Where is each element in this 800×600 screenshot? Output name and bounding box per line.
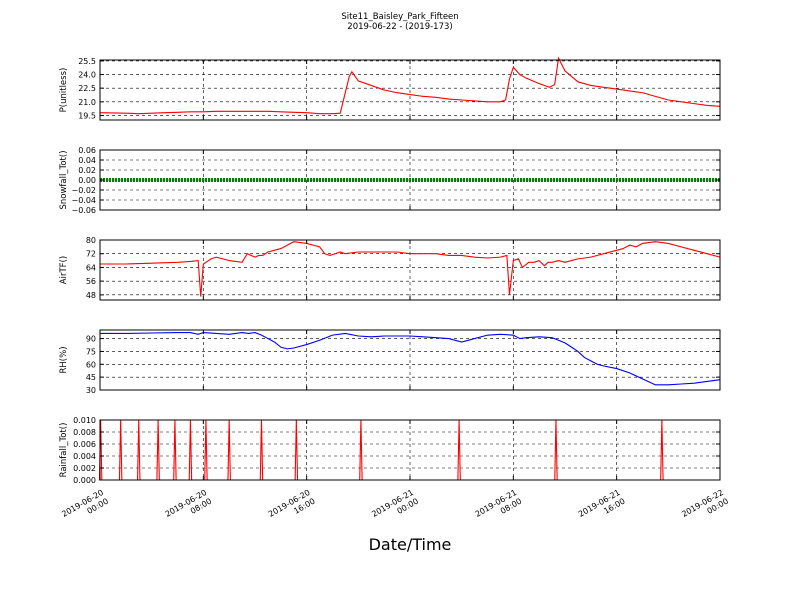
rainfall-ytick-label-0: 0.010: [73, 416, 96, 425]
snowfall-ytick-label-2: 0.02: [78, 166, 96, 175]
rh-series-line: [100, 332, 721, 386]
snowfall-ytick-label-0: 0.06: [78, 146, 96, 155]
airtf-series-line: [100, 241, 721, 297]
rainfall-ytick-label-3: 0.004: [73, 452, 96, 461]
snowfall-y-axis-label: Snowfall_Tot(): [59, 150, 69, 209]
title-line-2: 2019-06-22 - (2019-173): [347, 22, 452, 32]
title-line-1: Site11_Baisley_Park_Fifteen: [341, 12, 458, 22]
snowfall-panel: 0.060.040.020.00−0.02−0.04−0.06Snowfall_…: [59, 146, 721, 215]
p-ytick-label-1: 21.0: [78, 98, 96, 107]
rh-ytick-label-4: 30: [86, 386, 96, 395]
snowfall-ytick-label-1: 0.04: [78, 156, 96, 165]
airtf-ytick-label-3: 56: [86, 277, 96, 286]
airtf-ytick-label-4: 48: [86, 291, 96, 300]
snowfall-ytick-label-6: −0.06: [71, 206, 96, 215]
p-ytick-label-4: 25.5: [78, 57, 96, 66]
airtf-panel: 80 72 64 56 48 AirTF(): [59, 236, 721, 301]
rainfall-ytick-label-4: 0.002: [73, 464, 96, 473]
p-y-axis-label: P(unitless): [59, 68, 69, 113]
rainfall-ytick-label-5: 0.000: [73, 476, 96, 485]
airtf-ytick-label-1: 72: [86, 250, 96, 259]
rh-ytick-label-0: 90: [86, 335, 96, 344]
rh-ytick-label-2: 60: [86, 360, 96, 369]
airtf-ytick-label-0: 80: [86, 236, 96, 245]
snowfall-ytick-label-5: −0.04: [71, 196, 96, 205]
airtf-y-axis-label: AirTF(): [59, 256, 69, 284]
snowfall-ytick-label-3: 0.00: [78, 176, 96, 185]
airtf-ytick-label-2: 64: [86, 263, 96, 272]
rh-y-axis-label: RH(%): [59, 346, 69, 373]
rainfall-ytick-label-2: 0.006: [73, 440, 96, 449]
snowfall-ytick-label-4: −0.02: [71, 186, 96, 195]
rainfall-y-axis-label: Rainfall_Tot(): [59, 423, 69, 478]
p-series-line: [99, 56, 721, 115]
rh-panel: 90 75 60 45 30 RH(%): [59, 329, 721, 395]
p-ytick-label-2: 22.5: [78, 84, 96, 93]
rh-ytick-label-3: 45: [86, 373, 96, 382]
rh-ytick-label-1: 75: [86, 347, 96, 356]
x-axis-label: Date/Time: [369, 535, 452, 554]
rainfall-panel: 0.010 0.008 0.006 0.004 0.002 0.000 Rainfall_T…: [59, 416, 721, 485]
rainfall-ytick-label-1: 0.008: [73, 428, 96, 437]
p-ytick-label-0: 19.5: [78, 111, 96, 120]
p-panel: 19.5 21.0 22.5 24.0 25.5 P(unitless): [59, 56, 721, 121]
p-ytick-label-3: 24.0: [78, 71, 96, 80]
